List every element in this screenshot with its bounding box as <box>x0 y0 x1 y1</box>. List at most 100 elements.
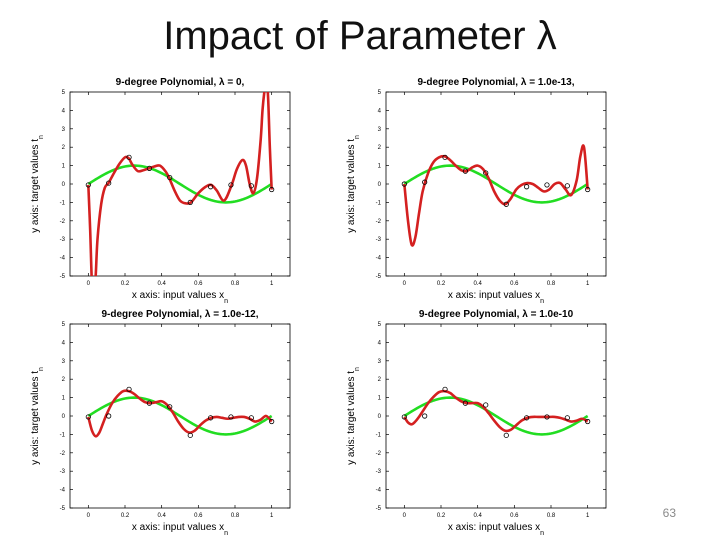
fitted-polynomial-curve <box>403 389 589 433</box>
y-tick-label: -3 <box>376 237 382 243</box>
chart-title: 9-degree Polynomial, λ = 1.0e-10 <box>419 309 574 320</box>
y-tick-label: 4 <box>62 340 66 346</box>
y-tick-label: -4 <box>60 488 66 494</box>
y-tick-label: 0 <box>62 182 66 188</box>
y-tick-label: -3 <box>60 469 66 475</box>
x-tick-label: 0.8 <box>231 281 240 287</box>
y-tick-label: 5 <box>62 90 66 96</box>
y-tick-label: 3 <box>62 359 66 365</box>
data-point <box>442 154 448 160</box>
y-axis-label: y axis: target values tn <box>30 367 45 465</box>
data-point <box>228 182 234 188</box>
data-point <box>544 414 550 420</box>
chart-panel-4: 9-degree Polynomial, λ = 1.0e-10 0 0.2 0.4 0… <box>338 306 668 537</box>
chart-lambda-label: λ = 1.0e-13, <box>521 77 575 88</box>
data-point <box>422 179 428 185</box>
plot-area <box>401 386 591 438</box>
fitted-polynomial-curve <box>87 92 273 276</box>
y-tick-label: 2 <box>62 145 66 151</box>
x-tick-label: 0.4 <box>473 513 482 519</box>
data-point <box>269 186 275 193</box>
y-tick-label: 2 <box>378 145 382 151</box>
data-point <box>187 199 193 205</box>
data-point <box>401 181 407 187</box>
data-point <box>106 180 112 186</box>
y-tick-label: -3 <box>60 237 66 243</box>
x-tick-label: 0 <box>403 513 407 519</box>
chart-lambda-label: λ = 1.0e-12, <box>205 309 259 320</box>
x-tick-label: 1 <box>586 513 590 519</box>
data-point <box>585 418 591 425</box>
y-tick-label: 0 <box>378 182 382 188</box>
plot-area <box>401 144 591 247</box>
data-point <box>401 414 407 420</box>
fitted-polynomial-curve <box>87 389 273 438</box>
x-axis-label: x axis: input values xn <box>132 290 228 305</box>
y-tick-label: -2 <box>60 219 66 225</box>
chart-panel-3: 9-degree Polynomial, λ = 1.0e-12, 0 0.2 0.4… <box>22 306 352 537</box>
x-tick-label: 0.6 <box>510 281 519 287</box>
y-tick-label: 5 <box>62 322 66 328</box>
fitted-polynomial-curve <box>403 144 589 247</box>
chart-panel-2: 9-degree Polynomial, λ = 1.0e-13, 0 0.2 0.4… <box>338 74 668 305</box>
x-tick-label: 0 <box>87 513 91 519</box>
y-axis-label-subscript: n <box>38 135 45 139</box>
data-point <box>146 400 152 406</box>
data-point <box>564 183 570 189</box>
page-number: 63 <box>662 506 676 520</box>
true-function-curve <box>403 396 589 436</box>
data-point <box>146 165 152 171</box>
x-tick-label: 0.2 <box>121 513 130 519</box>
data-point <box>208 415 214 421</box>
x-axis-label-subscript: n <box>224 298 228 305</box>
chart-title-text: 9-degree Polynomial, <box>116 77 219 88</box>
data-point <box>422 413 428 419</box>
x-tick-label: 0.2 <box>121 281 130 287</box>
y-tick-label: -5 <box>376 506 382 512</box>
x-axis-label: x axis: input values xn <box>448 522 544 537</box>
data-point <box>187 432 193 438</box>
data-point <box>208 184 214 190</box>
true-function-curve <box>403 164 589 204</box>
chart-title-text: 9-degree Polynomial, <box>101 309 204 320</box>
y-tick-label: 4 <box>62 108 66 114</box>
x-tick-label: 0.4 <box>157 513 166 519</box>
y-tick-label: 1 <box>62 396 66 402</box>
x-tick-label: 1 <box>270 513 274 519</box>
data-point <box>564 415 570 421</box>
x-tick-label: 0.6 <box>510 513 519 519</box>
x-tick-label: 0 <box>403 281 407 287</box>
y-tick-label: -4 <box>376 256 382 262</box>
data-point <box>167 174 173 181</box>
data-point <box>85 182 91 188</box>
y-tick-label: 1 <box>378 396 382 402</box>
x-tick-label: 0 <box>87 281 91 287</box>
data-point <box>126 154 132 160</box>
y-tick-label: 4 <box>378 340 382 346</box>
y-tick-label: -2 <box>376 451 382 457</box>
chart-title-text: 9-degree Polynomial, <box>417 77 520 88</box>
x-axis-label-text: x axis: input values x <box>132 522 224 533</box>
y-axis-label-subscript: n <box>38 367 45 371</box>
x-tick-label: 0.8 <box>547 513 556 519</box>
y-tick-label: 3 <box>378 127 382 133</box>
chart-lambda-label: λ = 1.0e-10 <box>522 309 573 320</box>
x-axis-label-text: x axis: input values x <box>132 290 224 301</box>
x-axis-label-text: x axis: input values x <box>448 522 540 533</box>
data-point <box>503 201 509 207</box>
data-point <box>585 186 591 193</box>
y-tick-label: -5 <box>60 506 66 512</box>
data-point <box>85 414 91 420</box>
chart-title-text: 9-degree Polynomial, <box>419 309 522 320</box>
plot-area <box>85 386 275 438</box>
y-tick-label: 3 <box>62 127 66 133</box>
chart-title: 9-degree Polynomial, λ = 1.0e-12, <box>101 309 258 320</box>
x-axis-label-subscript: n <box>540 298 544 305</box>
data-point <box>442 386 448 392</box>
x-tick-label: 0.2 <box>437 281 446 287</box>
data-point <box>248 183 254 189</box>
chart-panel-1: 9-degree Polynomial, λ = 0, 0 0.2 0.4 0.6 0.8… <box>22 74 352 305</box>
data-point <box>167 404 173 410</box>
plot-area <box>85 92 275 276</box>
y-axis-label-text: y axis: target values t <box>346 371 357 465</box>
